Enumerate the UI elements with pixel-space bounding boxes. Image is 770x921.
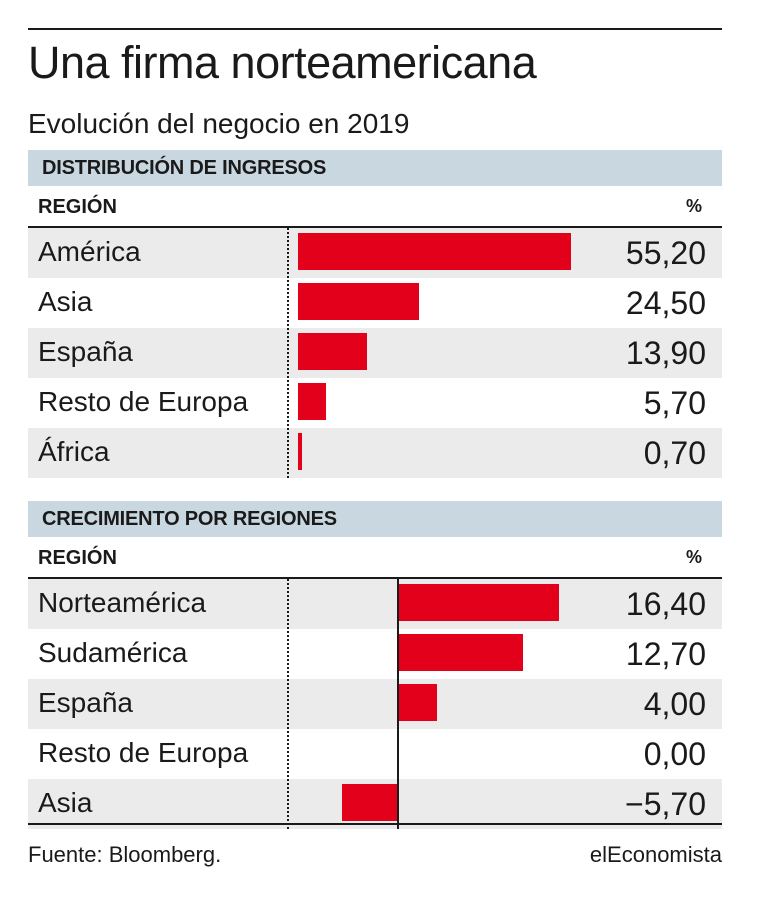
- bar-rows: Norteamérica 16,40 Sudamérica 12,70 España 4,…: [28, 579, 722, 829]
- value-label: 13,90: [625, 335, 706, 371]
- value-label: 0,70: [643, 435, 706, 471]
- publisher-brand: elEconomista: [589, 842, 722, 867]
- bar: [298, 383, 327, 420]
- category-label: Asia: [38, 286, 93, 317]
- bar-rows: América 55,20 Asia 24,50 España 13,90 Resto de…: [28, 228, 722, 478]
- zero-baseline: [397, 579, 399, 829]
- value-label: 12,70: [625, 636, 706, 672]
- section-crecimiento-regiones: CRECIMIENTO POR REGIONES REGIÓN % Nortea…: [28, 501, 722, 829]
- column-header-percent: %: [685, 196, 702, 216]
- bar-row: Asia −5,70: [28, 779, 722, 829]
- bar-row: África 0,70: [28, 428, 722, 478]
- bar-row: Resto de Europa 0,00: [28, 729, 722, 779]
- bar-row: España 13,90: [28, 328, 722, 378]
- bar: [298, 433, 302, 470]
- bar-row: España 4,00: [28, 679, 722, 729]
- bar: [298, 283, 420, 320]
- value-label: 4,00: [643, 686, 706, 722]
- axis-dotted-line: [287, 228, 289, 478]
- category-label: Norteamérica: [38, 587, 207, 618]
- category-label: España: [38, 336, 133, 367]
- value-label: 0,00: [643, 736, 706, 772]
- chart-title: Una firma norteamericana: [28, 37, 537, 88]
- bar: [398, 684, 438, 721]
- section-distribucion-ingresos: DISTRIBUCIÓN DE INGRESOS REGIÓN % Améric…: [28, 150, 722, 478]
- bar-row: Sudamérica 12,70: [28, 629, 722, 679]
- category-label: Sudamérica: [38, 637, 188, 668]
- column-header-region: REGIÓN: [38, 196, 117, 218]
- category-label: África: [38, 436, 110, 467]
- value-label: 24,50: [625, 285, 706, 321]
- column-header-row: REGIÓN %: [28, 186, 722, 228]
- bottom-rule: [28, 823, 722, 825]
- bar: [342, 784, 398, 821]
- value-label: −5,70: [625, 786, 706, 822]
- category-label: Resto de Europa: [38, 386, 249, 417]
- bar-row: Asia 24,50: [28, 278, 722, 328]
- category-label: Resto de Europa: [38, 737, 249, 768]
- axis-dotted-line: [287, 579, 289, 829]
- section-title: DISTRIBUCIÓN DE INGRESOS: [28, 150, 722, 186]
- category-label: España: [38, 687, 133, 718]
- bar: [298, 233, 571, 270]
- bar: [398, 634, 523, 671]
- value-label: 5,70: [643, 385, 706, 421]
- bar-row: Resto de Europa 5,70: [28, 378, 722, 428]
- value-label: 16,40: [625, 586, 706, 622]
- section-title: CRECIMIENTO POR REGIONES: [28, 501, 722, 537]
- source-note: Fuente: Bloomberg.: [28, 842, 222, 867]
- category-label: Asia: [38, 787, 93, 818]
- bar-row: América 55,20: [28, 228, 722, 278]
- category-label: América: [38, 236, 141, 267]
- value-label: 55,20: [625, 235, 706, 271]
- column-header-percent: %: [685, 547, 702, 567]
- column-header-region: REGIÓN: [38, 547, 117, 569]
- chart-subtitle: Evolución del negocio en 2019: [28, 108, 410, 139]
- bar: [298, 333, 367, 370]
- column-header-row: REGIÓN %: [28, 537, 722, 579]
- bar-row: Norteamérica 16,40: [28, 579, 722, 629]
- top-rule: [28, 28, 722, 30]
- bar: [398, 584, 559, 621]
